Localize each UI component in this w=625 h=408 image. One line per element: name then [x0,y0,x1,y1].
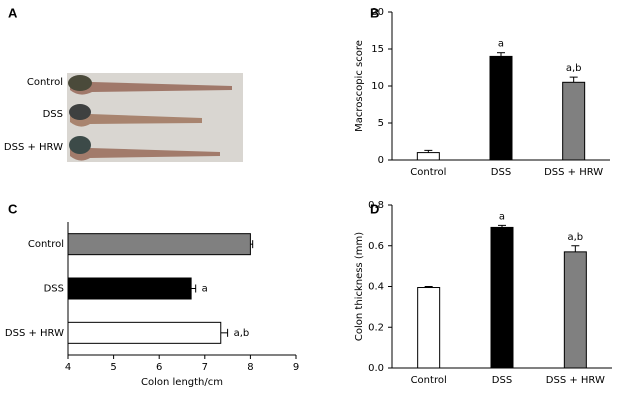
y-tick-label: 5 [378,118,384,129]
x-tick-label: DSS + HRW [546,375,605,386]
panel-letter: D [370,201,379,216]
cecum [69,136,91,154]
x-axis-label: Colon length/cm [141,377,223,388]
annotation: a,b [566,63,582,74]
y-tick-label: 0.6 [368,241,384,252]
colon-specimen [70,142,220,161]
x-tick-label: 6 [156,362,162,373]
row-label: Control [27,77,63,88]
panel-letter: B [370,5,379,20]
y-tick-label: Control [28,239,64,250]
panel-letter: A [8,5,18,20]
y-axis-label: Colon thickness (mm) [354,232,365,341]
x-tick-label: DSS [491,167,511,178]
x-tick-label: 8 [247,362,253,373]
y-tick-label: 0.0 [368,363,384,374]
annotation: a,b [234,328,250,339]
bar [67,321,222,344]
y-tick-label: 0 [378,155,384,166]
bar [562,81,586,161]
bar [417,287,441,369]
y-tick-label: 0.2 [368,322,384,333]
y-tick-label: DSS [44,284,64,295]
row-label: DSS [43,109,63,120]
y-tick-label: DSS + HRW [5,328,64,339]
colon-specimen [70,76,232,95]
annotation: a,b [568,232,584,243]
bar [490,226,514,369]
x-tick-label: 9 [293,362,299,373]
bar [416,152,440,161]
y-tick-label: 0.8 [368,200,384,211]
y-tick-label: 10 [371,81,384,92]
x-tick-label: 4 [65,362,71,373]
x-tick-label: 5 [110,362,116,373]
colon-specimen [70,108,202,127]
cecum [68,75,92,91]
panel-letter: C [8,201,18,216]
photo [67,73,243,162]
x-tick-label: DSS [492,375,512,386]
bar [563,251,587,369]
row-label: DSS + HRW [4,142,63,153]
cecum [69,104,91,120]
y-tick-label: 15 [371,44,384,55]
x-tick-label: DSS + HRW [544,167,603,178]
annotation: a [202,284,208,295]
y-tick-label: 0.4 [368,282,384,293]
x-tick-label: Control [411,375,447,386]
x-tick-label: 7 [202,362,208,373]
y-tick-label: 20 [371,7,384,18]
annotation: a [499,211,505,222]
bar [489,55,513,161]
x-tick-label: Control [410,167,446,178]
bar [67,277,192,300]
bar [67,233,251,256]
y-axis-label: Macroscopic score [354,40,365,132]
annotation: a [498,39,504,50]
